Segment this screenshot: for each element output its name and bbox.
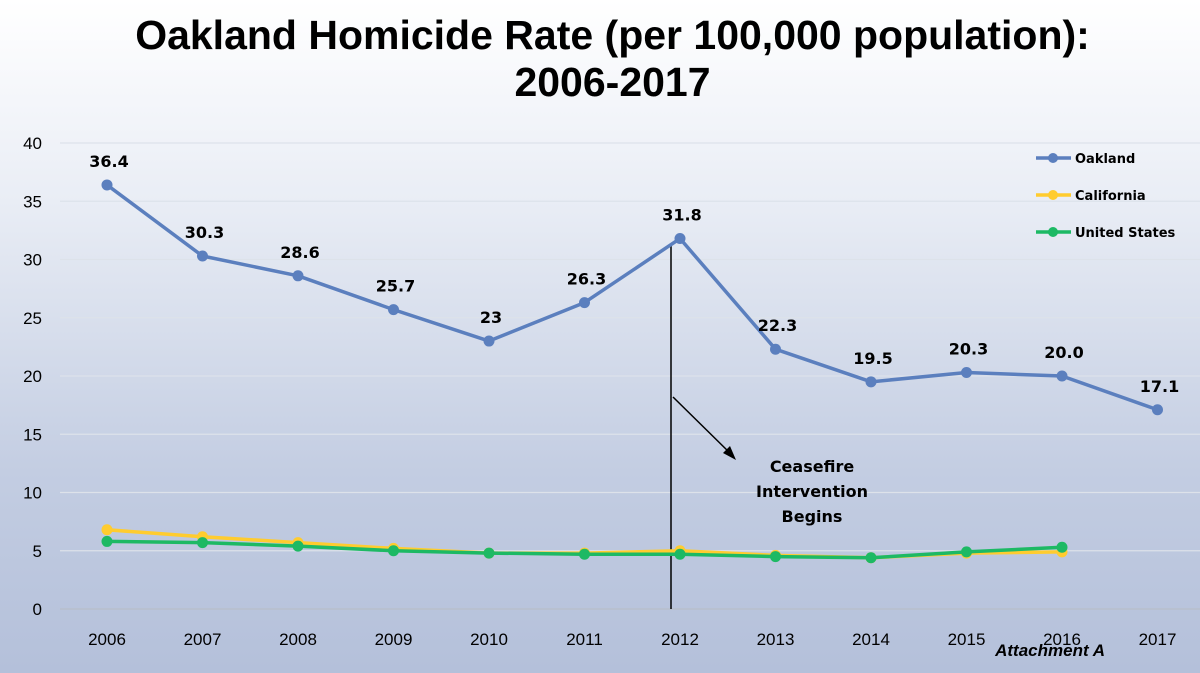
oakland-point — [961, 367, 972, 379]
gridlines — [60, 142, 1200, 610]
x-tick-label: 2017 — [1139, 630, 1177, 649]
y-tick-label: 35 — [23, 192, 42, 211]
oakland-data-label: 20.3 — [949, 340, 988, 359]
united-states-point — [1056, 541, 1068, 553]
oakland-data-label: 28.6 — [280, 243, 319, 262]
x-tick-label: 2007 — [184, 630, 222, 649]
ceasefire-arrow — [672, 396, 734, 457]
y-tick-label: 20 — [23, 367, 42, 386]
legend-california-label: California — [1075, 189, 1146, 204]
attachment-footnote: Attachment A — [994, 641, 1105, 660]
x-tick-label: 2008 — [279, 630, 317, 649]
united-states-point — [197, 537, 208, 549]
annotation-line-3: Begins — [782, 507, 843, 526]
united-states-point — [770, 551, 781, 563]
oakland-point — [674, 233, 686, 245]
legend: Oakland California United States — [1036, 152, 1176, 241]
oakland-data-label: 20.0 — [1044, 343, 1083, 362]
oakland-point — [770, 343, 781, 355]
oakland-point — [197, 250, 208, 262]
oakland-data-label: 36.4 — [89, 152, 128, 171]
united-states-point — [483, 547, 495, 559]
oakland-point — [1056, 370, 1068, 382]
chart-title-line-2: 2006-2017 — [514, 59, 711, 105]
united-states-point — [388, 545, 399, 557]
annotation-line-2: Intervention — [756, 482, 868, 501]
legend-oakland-marker — [1048, 153, 1058, 163]
x-tick-label: 2012 — [661, 630, 699, 649]
x-tick-label: 2014 — [852, 630, 890, 649]
united-states-point — [961, 546, 972, 558]
x-tick-label: 2010 — [470, 630, 508, 649]
ceasefire-arrowhead-icon — [723, 446, 736, 460]
oakland-point — [101, 179, 113, 191]
oakland-data-label: 30.3 — [185, 223, 224, 242]
legend-california-marker — [1048, 190, 1058, 200]
legend-united-states-marker — [1048, 227, 1058, 237]
y-tick-label: 15 — [23, 425, 42, 444]
united-states-point — [865, 552, 877, 564]
series-layer — [101, 179, 1163, 564]
chart-title: Oakland Homicide Rate (per 100,000 popul… — [0, 12, 1200, 106]
legend-oakland-label: Oakland — [1075, 152, 1135, 167]
y-tick-label: 40 — [23, 134, 42, 153]
y-tick-label: 25 — [23, 309, 42, 328]
oakland-data-label: 26.3 — [567, 270, 606, 289]
data-labels: 36.4 30.3 28.6 25.7 23 26.3 31.8 22.3 19.5 20.3 20… — [89, 152, 1179, 396]
oakland-point — [388, 304, 399, 316]
united-states-point — [579, 548, 590, 560]
y-axis-ticks: 0 5 10 15 20 25 30 35 40 — [23, 134, 42, 619]
y-tick-label: 5 — [33, 542, 42, 561]
united-states-point — [101, 535, 113, 547]
oakland-line — [105, 183, 1159, 412]
oakland-data-label: 31.8 — [662, 206, 701, 225]
oakland-point — [579, 297, 590, 309]
annotation-group: Ceasefire Intervention Begins — [670, 245, 868, 609]
oakland-data-label: 19.5 — [853, 349, 892, 368]
y-tick-label: 10 — [23, 484, 42, 503]
x-tick-label: 2016 — [1043, 630, 1081, 649]
oakland-data-label: 22.3 — [758, 316, 797, 335]
united-states-point — [674, 548, 686, 560]
oakland-point — [1152, 404, 1163, 416]
oakland-data-label: 23 — [480, 308, 502, 327]
y-tick-label: 30 — [23, 251, 42, 270]
legend-united-states-label: United States — [1075, 226, 1176, 241]
x-tick-label: 2009 — [375, 630, 413, 649]
oakland-point — [865, 376, 877, 388]
united-states-point — [292, 540, 304, 552]
california-point — [101, 524, 113, 536]
oakland-point — [292, 270, 304, 282]
x-axis-ticks: 2006 2007 2008 2009 2010 2011 2012 2013 2014 2015… — [88, 630, 1176, 649]
annotation-line-1: Ceasefire — [770, 457, 855, 476]
oakland-data-label: 17.1 — [1140, 377, 1179, 396]
y-tick-label: 0 — [33, 600, 42, 619]
x-tick-label: 2011 — [566, 630, 603, 649]
x-tick-label: 2006 — [88, 630, 126, 649]
oakland-point — [483, 335, 495, 347]
oakland-data-label: 25.7 — [376, 277, 415, 296]
chart-title-line-1: Oakland Homicide Rate (per 100,000 popul… — [135, 12, 1090, 58]
x-tick-label: 2015 — [948, 630, 986, 649]
x-tick-label: 2013 — [757, 630, 795, 649]
